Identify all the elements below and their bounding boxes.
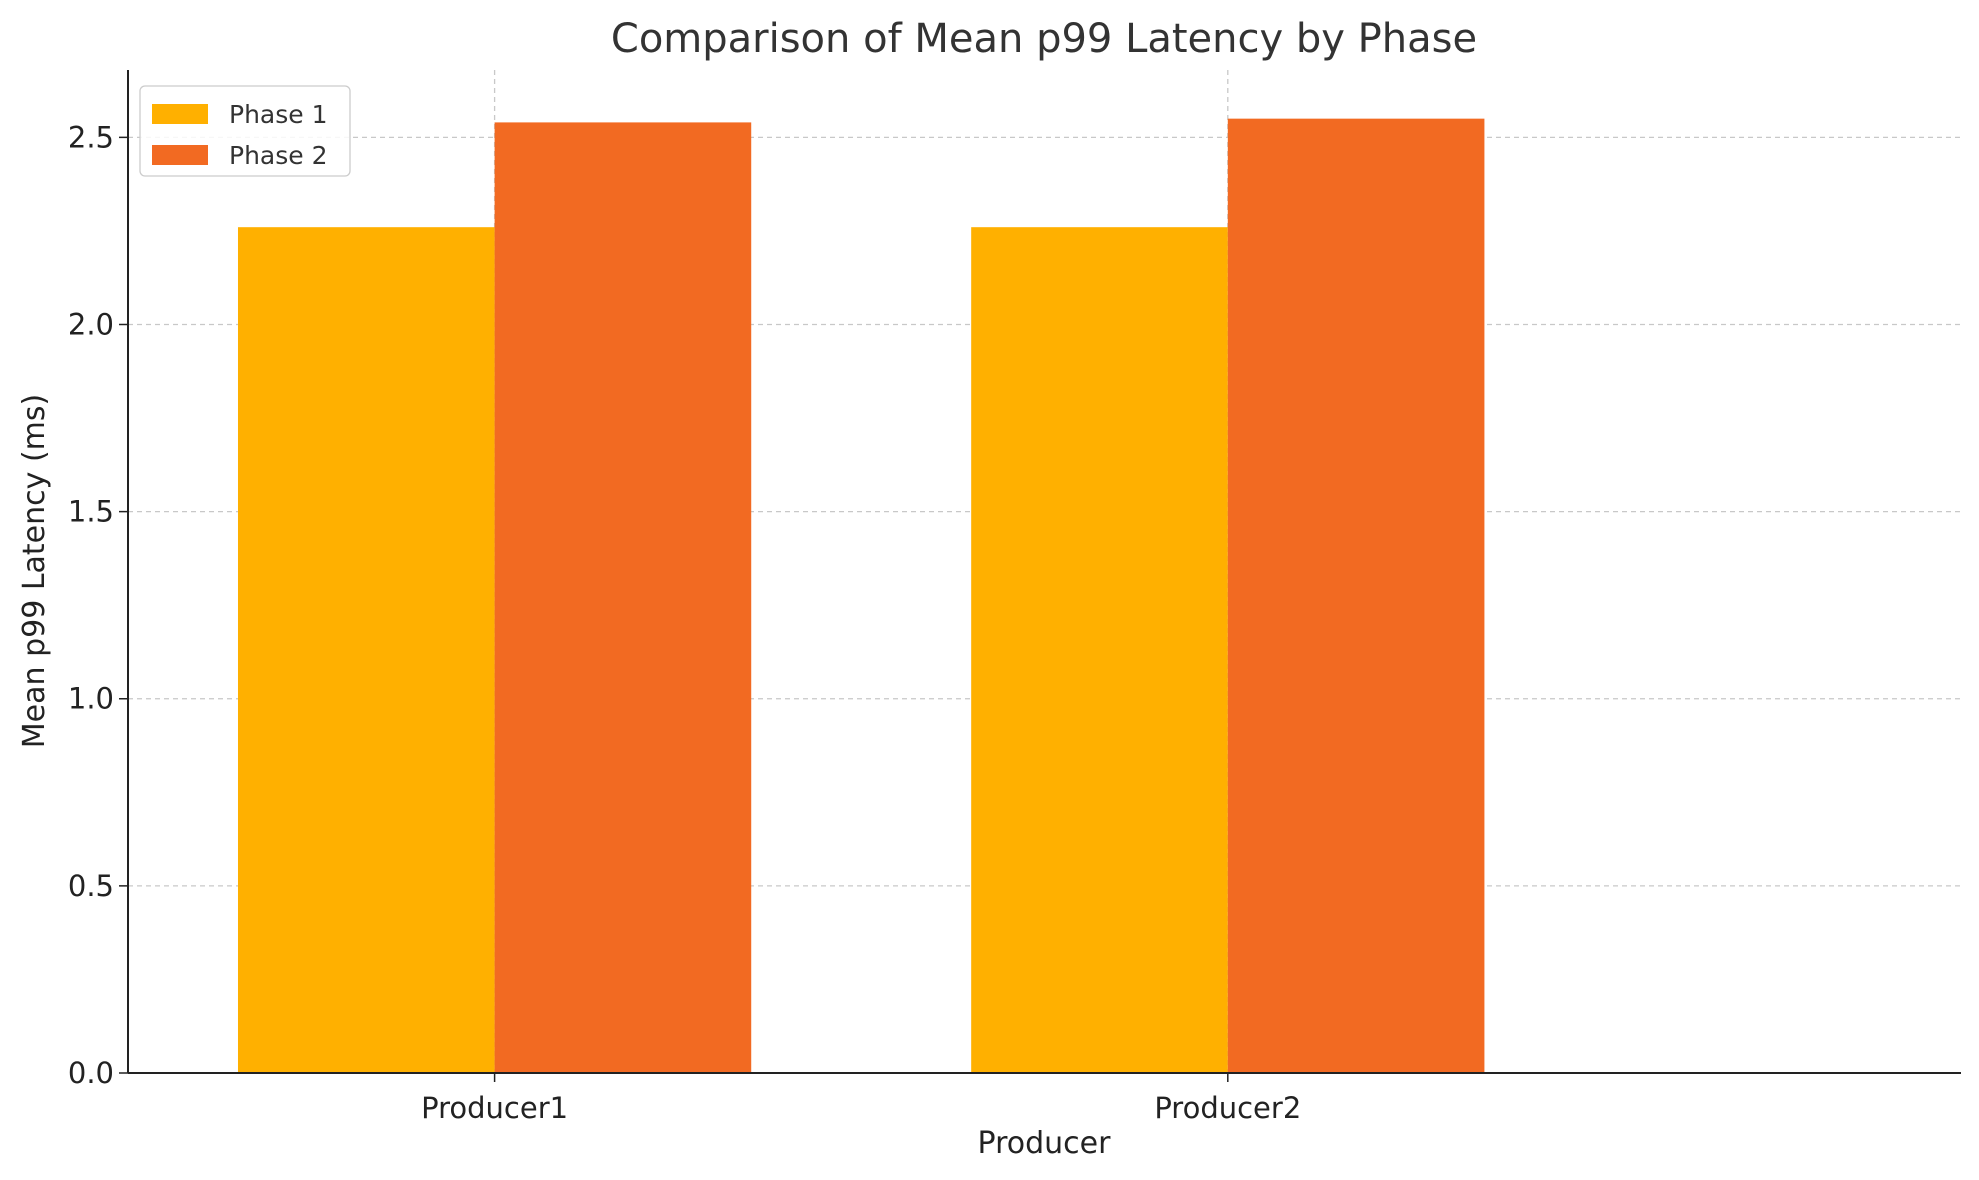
y-tick-label: 2.0 — [68, 307, 114, 341]
legend: Phase 1 Phase 2 — [139, 85, 351, 177]
bars — [237, 118, 1485, 1074]
y-tick-label: 1.5 — [68, 495, 114, 529]
axes — [127, 70, 1961, 1074]
legend-label: Phase 1 — [229, 100, 328, 129]
legend-label: Phase 2 — [229, 141, 328, 170]
legend-swatch — [152, 145, 208, 165]
bar — [1227, 118, 1485, 1074]
y-tick-label: 2.5 — [68, 120, 114, 154]
x-tick-label: Producer1 — [421, 1091, 568, 1125]
chart-title: Comparison of Mean p99 Latency by Phase — [611, 16, 1477, 62]
y-tick-label: 1.0 — [68, 682, 114, 716]
x-tick-label: Producer2 — [1154, 1091, 1301, 1125]
bar — [494, 122, 752, 1074]
bar — [971, 227, 1228, 1073]
ticks: 0.0 0.5 1.0 1.5 2.0 2.5 Producer1 Producer2 — [68, 120, 1301, 1125]
y-tick-label: 0.5 — [68, 869, 114, 903]
y-tick-label: 0.0 — [68, 1056, 114, 1090]
bar — [237, 227, 495, 1073]
y-axis-label: Mean p99 Latency (ms) — [17, 394, 52, 748]
legend-swatch — [152, 104, 208, 124]
x-axis-label: Producer — [978, 1126, 1112, 1161]
